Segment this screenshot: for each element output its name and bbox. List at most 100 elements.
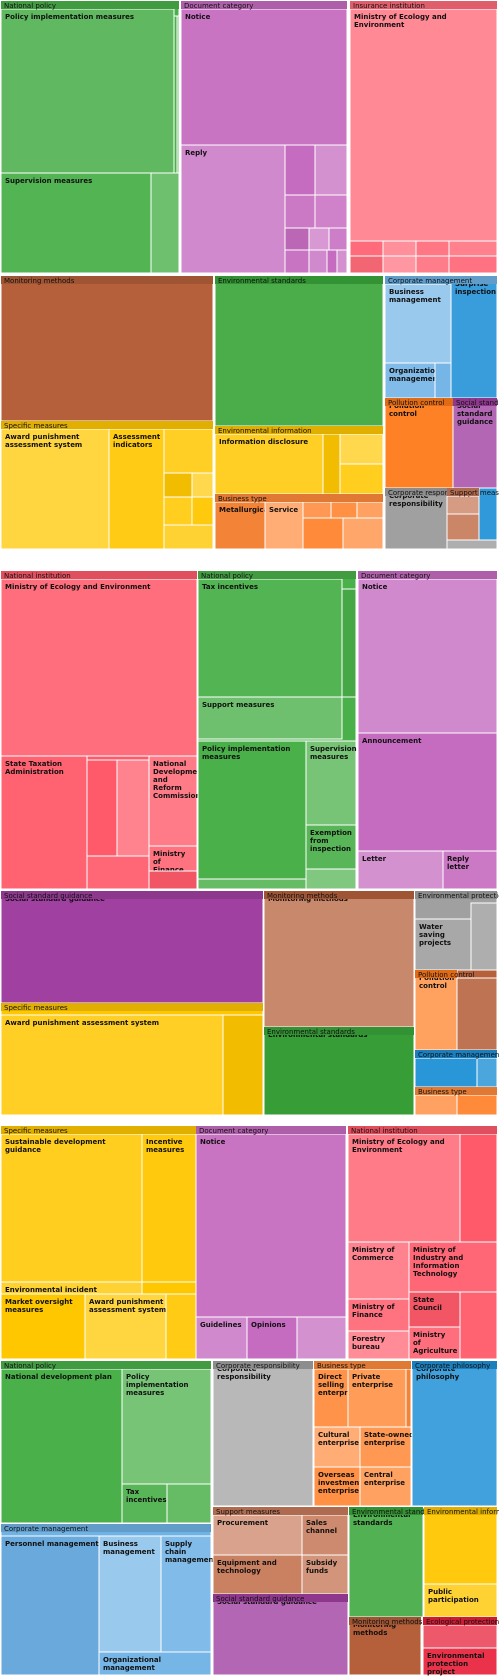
leaf-guidelines xyxy=(195,1316,248,1360)
leaf-environmental-protection-project xyxy=(422,1647,498,1676)
group-label: Support measures xyxy=(450,489,499,497)
group-label: Social standard guidance xyxy=(456,399,499,407)
leaf-monitoring-methods xyxy=(263,890,415,1028)
leaf-cell xyxy=(222,1014,264,1116)
leaf-sustainable-development-guidance xyxy=(0,1133,143,1283)
leaf-cell xyxy=(414,1094,458,1116)
group-header xyxy=(349,1617,421,1625)
leaf-label: Announcement xyxy=(362,737,422,745)
leaf-cell xyxy=(382,255,417,274)
leaf-label: Tax incentives xyxy=(202,583,258,591)
group-header xyxy=(215,426,383,434)
leaf-label: Ministry of Finance xyxy=(153,850,186,874)
leaf-label: Overseas investment enterprise xyxy=(318,1471,363,1495)
leaf-label: Reply letter xyxy=(447,855,470,871)
group-header xyxy=(1,1,179,9)
leaf-notice xyxy=(180,8,348,146)
leaf-label: Subsidy funds xyxy=(306,1559,338,1575)
leaf-cell xyxy=(308,249,328,274)
leaf-cell xyxy=(314,144,348,196)
leaf-label: Supervision measures xyxy=(310,745,357,761)
leaf-cell xyxy=(166,1483,212,1524)
leaf-award-punishment-assessment-system xyxy=(0,1014,224,1116)
group-header xyxy=(314,1361,411,1369)
group-header xyxy=(215,276,383,284)
leaf-label: Public participation xyxy=(428,1588,479,1604)
leaf-label: Sales channel xyxy=(306,1519,337,1535)
leaf-cell xyxy=(302,517,344,550)
leaf-corporate-philosophy xyxy=(411,1360,498,1507)
leaf-reply xyxy=(180,144,286,274)
leaf-label: Equipment and technology xyxy=(217,1559,277,1575)
leaf-organizational-management xyxy=(98,1651,212,1676)
group-label: Corporate management xyxy=(4,1525,88,1533)
leaf-ministry-of-agriculture xyxy=(408,1326,461,1360)
leaf-label: Private enterprise xyxy=(352,1373,393,1389)
group-label: National policy xyxy=(4,1362,56,1370)
leaf-label: Information disclosure xyxy=(219,438,308,446)
group-header xyxy=(181,1,347,9)
leaf-label: Personnel management xyxy=(5,1540,99,1548)
leaf-label: Tax incentives xyxy=(126,1488,167,1504)
leaf-national-development-and-reform-commission xyxy=(148,755,198,847)
group-header xyxy=(424,1507,497,1515)
leaf-cell xyxy=(330,501,358,519)
leaf-label: Organizational management xyxy=(389,367,447,383)
leaf-cell xyxy=(322,433,341,495)
leaf-cell xyxy=(448,255,498,274)
group-label: Ecological protection xyxy=(426,1618,499,1626)
leaf-state-council xyxy=(408,1291,461,1328)
leaf-cell xyxy=(446,539,498,550)
leaf-cell xyxy=(336,249,348,274)
leaf-cell xyxy=(339,463,384,495)
leaf-cell xyxy=(459,1291,498,1360)
group-header xyxy=(453,398,497,406)
leaf-ministry-of-ecology-and-environment xyxy=(347,1133,461,1243)
leaf-label: Ministry of Ecology and Environment xyxy=(352,1138,445,1154)
leaf-equipment-and-technology xyxy=(212,1554,303,1595)
group-label: Environmental information xyxy=(218,427,312,435)
leaf-supervision-measures xyxy=(0,172,152,274)
group-header xyxy=(198,571,356,579)
group-label: Social standard guidance xyxy=(216,1595,304,1603)
leaf-cell xyxy=(342,517,384,550)
leaf-label: Ministry of Industry and Information Techno… xyxy=(413,1246,463,1278)
leaf-cell xyxy=(414,1057,478,1088)
group-label: Pollution control xyxy=(418,971,475,979)
group-header xyxy=(1,1524,211,1532)
leaf-cell xyxy=(191,472,214,498)
leaf-monitoring-methods xyxy=(348,1616,422,1676)
leaf-label: National Development and Reform Commission xyxy=(153,760,206,800)
leaf-cell xyxy=(163,524,214,550)
leaf-cell xyxy=(415,240,450,257)
leaf-cell xyxy=(476,1057,498,1088)
group-header xyxy=(349,1507,423,1515)
group-label: Environmental protection project xyxy=(418,892,499,900)
leaf-support-measures xyxy=(197,696,343,740)
group-label: National institution xyxy=(4,572,71,580)
group-header xyxy=(385,398,453,406)
group-header xyxy=(264,891,414,899)
group-header xyxy=(1,891,263,899)
leaf-label: Notice xyxy=(185,13,211,21)
leaf-label: Letter xyxy=(362,855,387,863)
leaf-pollution-control xyxy=(414,969,458,1051)
leaf-cell xyxy=(446,495,480,515)
group-header xyxy=(196,1126,346,1134)
leaf-cell xyxy=(456,977,498,1051)
group-label: Environmental standards xyxy=(218,277,306,285)
group-label: Document category xyxy=(361,572,430,580)
leaf-cell xyxy=(176,15,180,174)
leaf-environmental-standards xyxy=(348,1506,424,1618)
group-header xyxy=(415,1087,497,1095)
leaf-label: Sustainable development guidance xyxy=(5,1138,106,1154)
leaf-label: Direct selling enterprise xyxy=(318,1373,359,1397)
leaf-label: Market oversight measures xyxy=(5,1298,73,1314)
leaf-label: Procurement xyxy=(217,1519,269,1527)
leaf-state-taxation-administration xyxy=(0,755,88,890)
leaf-label: Assessment indicators xyxy=(113,433,161,449)
leaf-label: Incentive measures xyxy=(146,1138,184,1154)
group-label: Monitoring methods xyxy=(4,277,75,285)
leaf-label: Ministry of Commerce xyxy=(352,1246,396,1262)
